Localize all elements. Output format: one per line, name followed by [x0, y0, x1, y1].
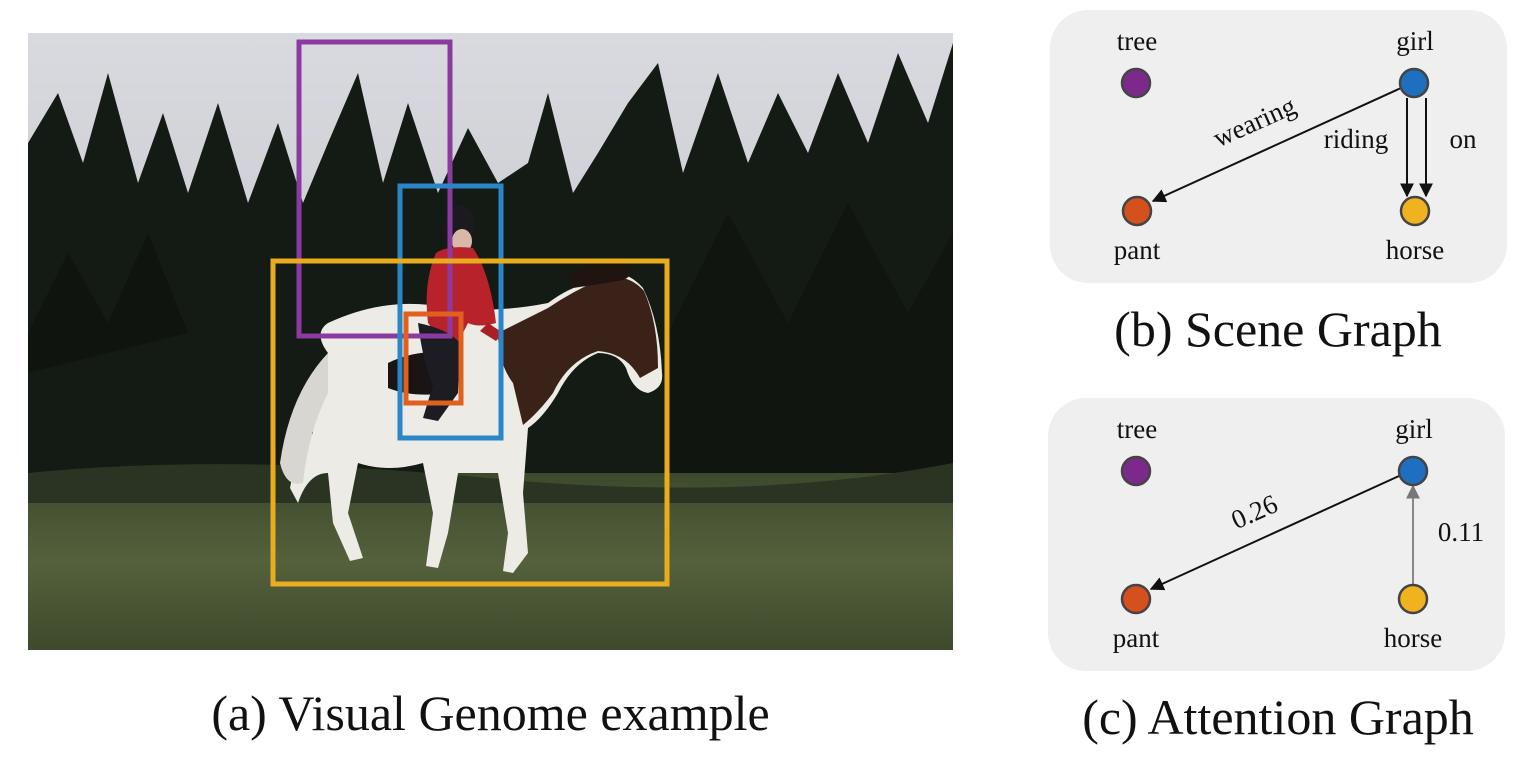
node-tree — [1120, 455, 1152, 487]
grass-edge — [28, 463, 953, 503]
pant-bounding-box — [403, 311, 464, 406]
node-horse — [1399, 195, 1431, 227]
horse-bounding-box — [270, 258, 670, 587]
node-label-pant: pant — [1114, 235, 1161, 265]
node-label-horse: horse — [1386, 235, 1444, 265]
node-tree — [1120, 67, 1152, 99]
node-horse — [1397, 583, 1429, 615]
attention-graph-background — [1048, 398, 1505, 671]
edge-label-riding: riding — [1324, 124, 1389, 154]
node-label-tree: tree — [1117, 26, 1157, 56]
forest — [28, 43, 953, 503]
node-label-girl: girl — [1395, 414, 1433, 444]
node-label-pant: pant — [1113, 623, 1160, 653]
attention-graph-canvas: tree girl pant horse 0.26 0.11 — [1048, 398, 1505, 671]
node-pant — [1121, 195, 1153, 227]
node-label-tree: tree — [1117, 414, 1157, 444]
node-label-girl: girl — [1396, 26, 1434, 56]
tree-bounding-box — [296, 39, 453, 339]
caption-attention-graph: (c) Attention Graph — [1082, 689, 1474, 745]
rider-figure — [418, 205, 503, 421]
photo-canvas — [28, 33, 953, 650]
scene-graph-canvas: tree girl pant horse wearing riding on — [1050, 10, 1507, 283]
node-girl — [1397, 455, 1429, 487]
node-label-horse: horse — [1384, 623, 1442, 653]
edge-girl-pant — [1149, 475, 1400, 591]
attention-graph-panel: tree girl pant horse 0.26 0.11 — [1048, 398, 1505, 671]
node-pant — [1120, 583, 1152, 615]
edge-label-horse-girl: 0.11 — [1438, 517, 1484, 547]
scene-graph-panel: tree girl pant horse wearing riding on — [1050, 10, 1507, 283]
visual-genome-photo — [28, 33, 953, 650]
edge-label-on: on — [1450, 124, 1478, 154]
caption-visual-genome: (a) Visual Genome example — [211, 685, 770, 741]
scene-graph-background — [1050, 10, 1507, 283]
caption-scene-graph: (b) Scene Graph — [1114, 301, 1442, 357]
girl-bounding-box — [397, 183, 504, 441]
edge-wearing — [1151, 87, 1402, 203]
node-girl — [1398, 67, 1430, 99]
